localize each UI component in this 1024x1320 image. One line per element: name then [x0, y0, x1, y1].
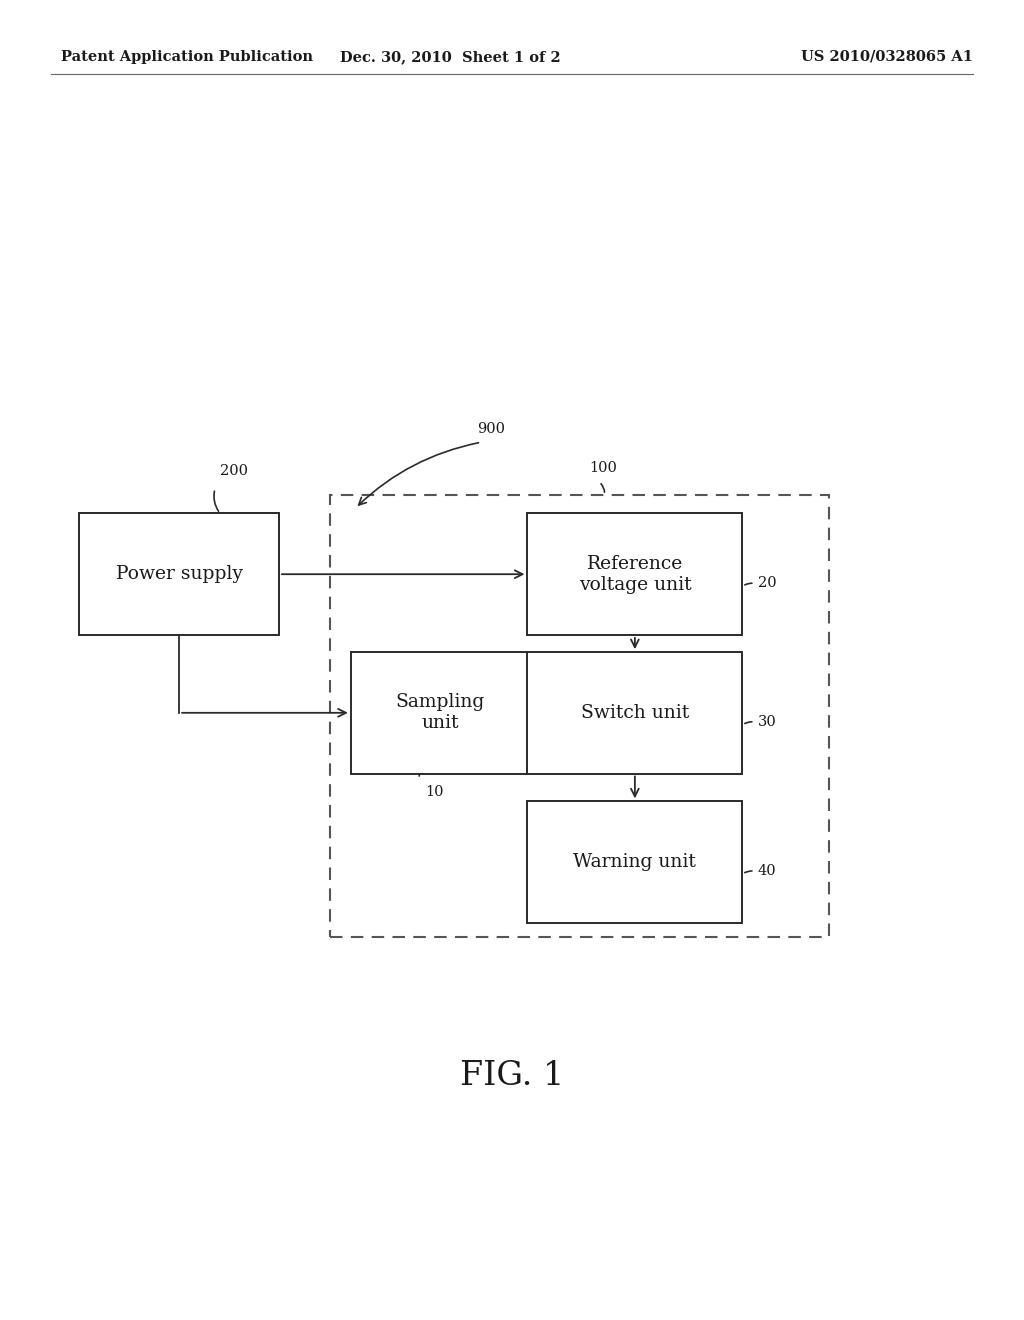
Bar: [527, 652, 742, 774]
Bar: [527, 801, 742, 923]
Text: 200: 200: [220, 463, 248, 478]
Text: Patent Application Publication: Patent Application Publication: [61, 50, 313, 63]
Text: 20: 20: [758, 577, 776, 590]
Text: Sampling
unit: Sampling unit: [395, 693, 485, 733]
Text: Warning unit: Warning unit: [573, 853, 696, 871]
Text: Switch unit: Switch unit: [581, 704, 689, 722]
Bar: [527, 513, 742, 635]
Bar: [79, 513, 279, 635]
Text: 40: 40: [758, 865, 776, 878]
Text: 100: 100: [589, 461, 616, 475]
Text: 30: 30: [758, 715, 776, 729]
Text: Reference
voltage unit: Reference voltage unit: [579, 554, 691, 594]
Text: Power supply: Power supply: [116, 565, 243, 583]
Text: Dec. 30, 2010  Sheet 1 of 2: Dec. 30, 2010 Sheet 1 of 2: [340, 50, 561, 63]
Text: 10: 10: [425, 785, 443, 800]
Text: FIG. 1: FIG. 1: [460, 1060, 564, 1092]
Text: 900: 900: [477, 421, 506, 436]
Bar: [330, 495, 829, 937]
Text: US 2010/0328065 A1: US 2010/0328065 A1: [801, 50, 973, 63]
Bar: [350, 652, 530, 774]
